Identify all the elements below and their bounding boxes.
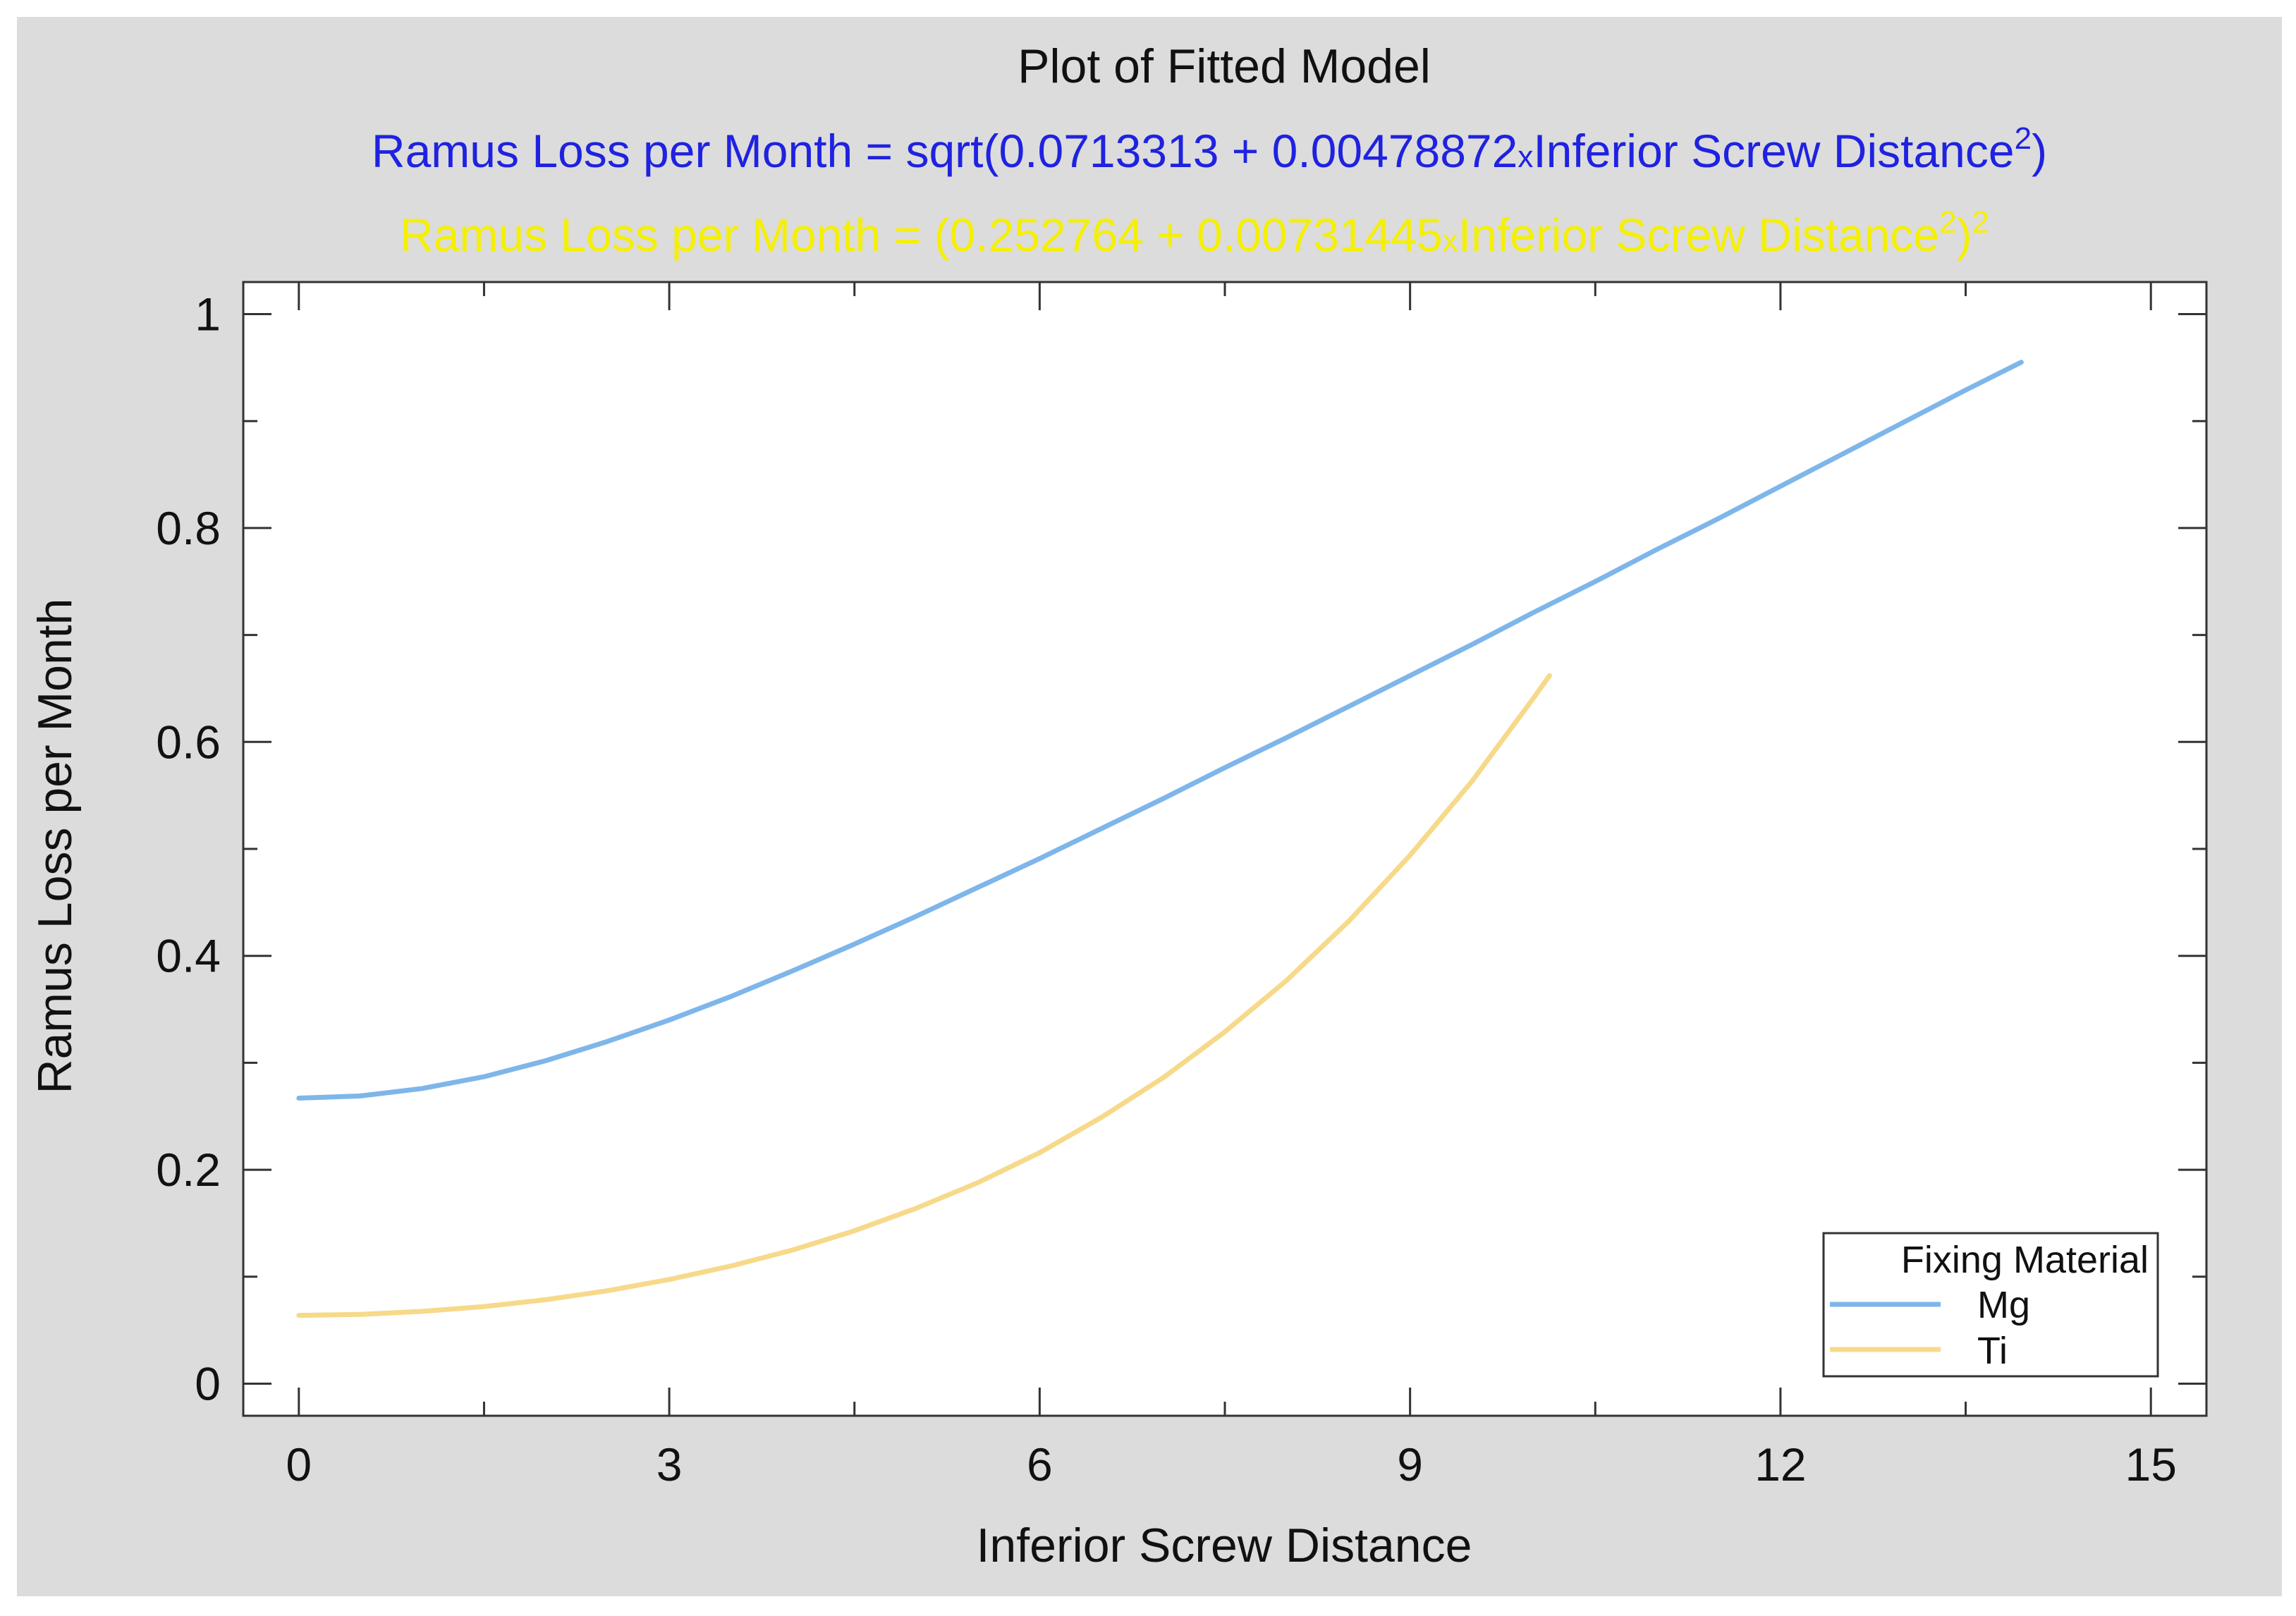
y-tick-label: 1 <box>195 288 221 341</box>
series-line-ti <box>296 673 1552 1318</box>
x-tick-label: 3 <box>657 1438 683 1490</box>
equation-2-prefix: Ramus Loss per Month = (0.252764 + 0.007… <box>400 209 1443 261</box>
y-tick-label: 0.2 <box>156 1144 221 1196</box>
x-tick-label: 0 <box>286 1438 312 1490</box>
equation-2-var: Inferior Screw Distance <box>1458 209 1939 261</box>
axis-ticks <box>243 282 2206 1416</box>
y-tick-label: 0.4 <box>156 930 221 982</box>
x-tick-label: 6 <box>1027 1438 1053 1490</box>
equation-2-outer-exp: 2 <box>1972 205 1989 240</box>
x-tick-label: 12 <box>1754 1438 1806 1490</box>
x-tick-label: 9 <box>1397 1438 1423 1490</box>
equation-1-exp: 2 <box>2015 121 2032 156</box>
equation-1-prefix: Ramus Loss per Month = sqrt(0.0713313 + … <box>372 125 1518 177</box>
equation-1-suffix: ) <box>2032 125 2047 177</box>
x-axis-label: Inferior Screw Distance <box>977 1519 1472 1572</box>
equation-2-mult: x <box>1443 224 1458 258</box>
equation-2-exp: 2 <box>1939 205 1956 240</box>
series-line-mg <box>296 360 2024 1101</box>
equation-1: Ramus Loss per Month = sqrt(0.0713313 + … <box>372 121 2047 177</box>
legend-label-ti: Ti <box>1977 1330 2008 1372</box>
chart-title: Plot of Fitted Model <box>1018 39 1431 93</box>
y-tick-label: 0.8 <box>156 502 221 554</box>
x-tick-label: 15 <box>2125 1438 2176 1490</box>
y-tick-label: 0.6 <box>156 716 221 768</box>
series-lines <box>296 360 2024 1318</box>
legend-title: Fixing Material <box>1901 1239 2149 1281</box>
equation-2-suffix: ) <box>1956 209 1972 261</box>
y-axis-label: Ramus Loss per Month <box>28 599 82 1094</box>
equation-2: Ramus Loss per Month = (0.252764 + 0.007… <box>400 205 1989 261</box>
equation-1-mult: x <box>1518 140 1533 174</box>
y-tick-label: 0 <box>195 1357 221 1409</box>
legend: Fixing Material Mg Ti <box>1822 1232 2159 1378</box>
equation-1-var: Inferior Screw Distance <box>1533 125 2014 177</box>
legend-label-mg: Mg <box>1977 1284 2030 1326</box>
axis-tick-labels: 0 3 6 9 12 15 0 0.2 0.4 0.6 0.8 1 <box>156 288 2177 1490</box>
plot-area <box>242 281 2208 1417</box>
